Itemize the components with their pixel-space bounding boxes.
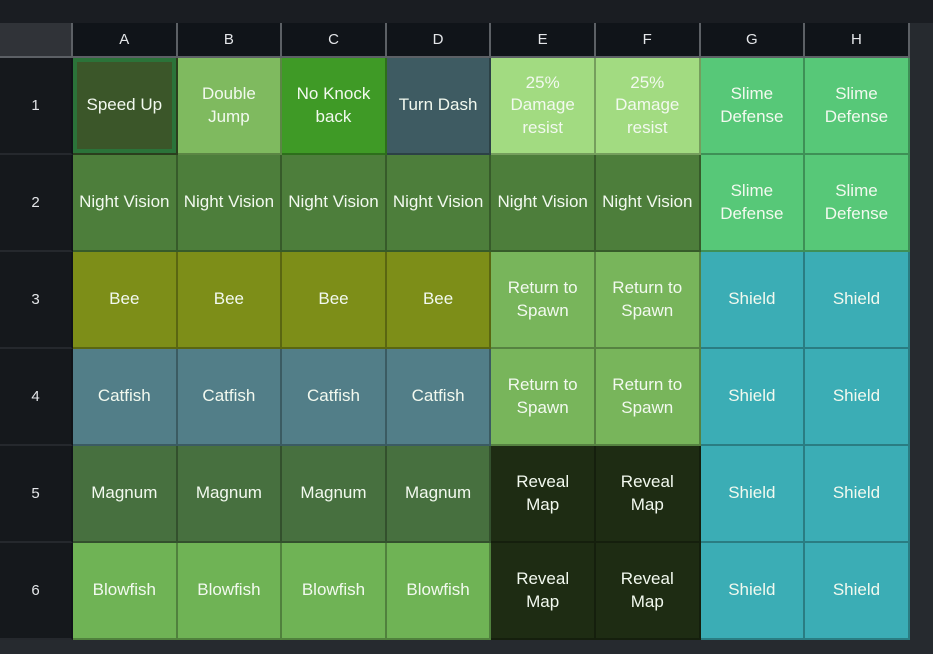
cell-D2[interactable]: Night Vision xyxy=(386,155,492,252)
cell-A2[interactable]: Night Vision xyxy=(73,155,178,252)
cell-D3[interactable]: Bee xyxy=(386,252,492,349)
cell-B4[interactable]: Catfish xyxy=(177,349,283,446)
column-header-C[interactable]: C xyxy=(282,23,387,58)
cell-E2[interactable]: Night Vision xyxy=(491,155,596,252)
cell-B3[interactable]: Bee xyxy=(177,252,283,349)
column-header-D[interactable]: D xyxy=(386,23,492,58)
cell-H4[interactable]: Shield xyxy=(805,349,910,446)
cell-F2[interactable]: Night Vision xyxy=(595,155,701,252)
cell-C3[interactable]: Bee xyxy=(282,252,387,349)
cell-G3[interactable]: Shield xyxy=(700,252,806,349)
cell-H6[interactable]: Shield xyxy=(805,543,910,640)
cell-B6[interactable]: Blowfish xyxy=(177,543,283,640)
cell-E1[interactable]: 25% Damage resist xyxy=(491,58,596,155)
column-header-B[interactable]: B xyxy=(177,23,283,58)
cell-E3[interactable]: Return to Spawn xyxy=(491,252,596,349)
cell-D1[interactable]: Turn Dash xyxy=(386,58,492,155)
cell-F5[interactable]: Reveal Map xyxy=(595,446,701,543)
cell-H5[interactable]: Shield xyxy=(805,446,910,543)
cell-D4[interactable]: Catfish xyxy=(386,349,492,446)
cell-E5[interactable]: Reveal Map xyxy=(491,446,596,543)
cell-C6[interactable]: Blowfish xyxy=(282,543,387,640)
row-header-3[interactable]: 3 xyxy=(0,252,73,349)
cell-C1[interactable]: No Knock back xyxy=(282,58,387,155)
sheet-grid: A B C D E F G H 1 Speed Up Double Jump No Knock bac… xyxy=(0,23,910,640)
row-header-1[interactable]: 1 xyxy=(0,58,73,155)
cell-A6[interactable]: Blowfish xyxy=(73,543,178,640)
cell-A1[interactable]: Speed Up xyxy=(73,58,178,155)
cell-C2[interactable]: Night Vision xyxy=(282,155,387,252)
column-header-A[interactable]: A xyxy=(73,23,178,58)
column-header-H[interactable]: H xyxy=(805,23,910,58)
cell-E4[interactable]: Return to Spawn xyxy=(491,349,596,446)
cell-E6[interactable]: Reveal Map xyxy=(491,543,596,640)
cell-G4[interactable]: Shield xyxy=(700,349,806,446)
cell-A5[interactable]: Magnum xyxy=(73,446,178,543)
cell-G2[interactable]: Slime Defense xyxy=(700,155,806,252)
row-header-5[interactable]: 5 xyxy=(0,446,73,543)
cell-G1[interactable]: Slime Defense xyxy=(700,58,806,155)
cell-H2[interactable]: Slime Defense xyxy=(805,155,910,252)
top-bar xyxy=(0,0,933,23)
cell-H1[interactable]: Slime Defense xyxy=(805,58,910,155)
cell-G6[interactable]: Shield xyxy=(700,543,806,640)
cell-A3[interactable]: Bee xyxy=(73,252,178,349)
row-header-4[interactable]: 4 xyxy=(0,349,73,446)
select-all-corner[interactable] xyxy=(0,23,73,58)
cell-F3[interactable]: Return to Spawn xyxy=(595,252,701,349)
row-header-2[interactable]: 2 xyxy=(0,155,73,252)
column-header-F[interactable]: F xyxy=(595,23,701,58)
column-header-E[interactable]: E xyxy=(491,23,596,58)
cell-F4[interactable]: Return to Spawn xyxy=(595,349,701,446)
cell-G5[interactable]: Shield xyxy=(700,446,806,543)
cell-F1[interactable]: 25% Damage resist xyxy=(595,58,701,155)
cell-B5[interactable]: Magnum xyxy=(177,446,283,543)
cell-B1[interactable]: Double Jump xyxy=(177,58,283,155)
cell-C4[interactable]: Catfish xyxy=(282,349,387,446)
cell-B2[interactable]: Night Vision xyxy=(177,155,283,252)
cell-F6[interactable]: Reveal Map xyxy=(595,543,701,640)
cell-A4[interactable]: Catfish xyxy=(73,349,178,446)
column-header-G[interactable]: G xyxy=(700,23,806,58)
cell-D5[interactable]: Magnum xyxy=(386,446,492,543)
cell-H3[interactable]: Shield xyxy=(805,252,910,349)
cell-C5[interactable]: Magnum xyxy=(282,446,387,543)
cell-D6[interactable]: Blowfish xyxy=(386,543,492,640)
row-header-6[interactable]: 6 xyxy=(0,543,73,640)
